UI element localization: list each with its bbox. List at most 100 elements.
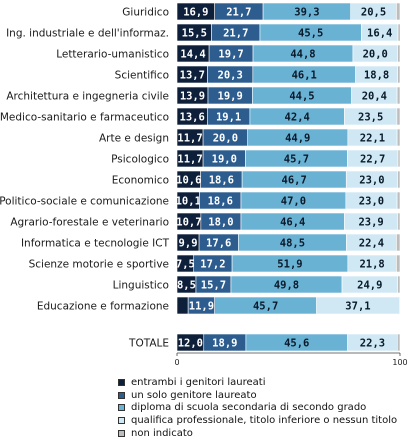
bar-segment — [397, 149, 401, 168]
data-label: 11,7 — [177, 133, 202, 145]
data-label: 10,1 — [176, 196, 201, 208]
data-label: 20,3 — [218, 70, 243, 82]
category-label: Medico-sanitario e farmaceutico — [0, 112, 169, 124]
data-label: 19,0 — [212, 154, 237, 166]
data-label: 45,6 — [284, 338, 309, 350]
data-label: 18,8 — [364, 70, 389, 82]
data-label: 18,9 — [212, 338, 237, 350]
data-label: 15,5 — [182, 28, 207, 40]
bar-segment — [397, 65, 401, 84]
bar-segment — [397, 170, 401, 189]
bar-segment — [397, 275, 401, 294]
category-label: Architettura e ingegneria civile — [6, 91, 169, 103]
data-label: 16,9 — [183, 7, 208, 19]
data-label: 18,6 — [208, 196, 233, 208]
legend-item: diploma di scuola secondaria di secondo … — [118, 402, 397, 415]
legend-label: qualifica professionale, titolo inferior… — [131, 415, 398, 427]
data-label: 44,9 — [285, 133, 310, 145]
data-label: 22,3 — [360, 338, 385, 350]
data-label: 10,7 — [176, 217, 201, 229]
data-label: 16,4 — [367, 28, 392, 40]
data-label: 18,0 — [208, 217, 233, 229]
bar-segment — [397, 212, 401, 231]
data-label: 9,9 — [179, 238, 198, 250]
data-label: 23,0 — [359, 196, 384, 208]
data-label: 20,0 — [363, 49, 388, 61]
bar-segment — [396, 86, 401, 105]
bar-segment — [396, 128, 401, 147]
legend-item: non indicato — [118, 427, 397, 440]
data-label: 37,1 — [345, 301, 370, 313]
data-label: 45,5 — [298, 28, 323, 40]
data-label: 19,1 — [216, 112, 241, 124]
legend-item: entrambi i genitori laureati — [118, 376, 397, 389]
x-tick-label: 0 — [174, 358, 179, 367]
legend-swatch — [118, 430, 125, 438]
bar-segment — [396, 107, 401, 126]
stacked-bar-chart: Giuridico 16,9 21,7 39,3 20,5 Ing. industrial… — [0, 2, 408, 367]
bar-segment — [397, 44, 401, 63]
category-label: Educazione e formazione — [37, 301, 169, 313]
data-label: 23,0 — [359, 175, 384, 187]
data-label: 22,1 — [360, 133, 385, 145]
legend-label: non indicato — [131, 428, 193, 440]
legend-swatch — [118, 391, 125, 399]
data-label: 7,5 — [176, 259, 195, 271]
data-label: 47,0 — [281, 196, 306, 208]
data-label: 44,5 — [289, 91, 314, 103]
data-label: 13,6 — [180, 112, 205, 124]
data-label: 45,7 — [284, 154, 309, 166]
data-label: 21,7 — [226, 7, 251, 19]
legend-swatch — [118, 378, 125, 386]
data-label: 19,7 — [218, 49, 243, 61]
data-label: 13,9 — [180, 91, 205, 103]
data-label: 45,7 — [253, 301, 278, 313]
data-label: 12,0 — [178, 338, 203, 350]
category-label: Letterario-umanistico — [56, 49, 169, 61]
data-label: 14,4 — [180, 49, 205, 61]
category-label: Informatica e tecnologie ICT — [21, 238, 170, 250]
bar-segment — [397, 333, 401, 352]
category-label: Economico — [112, 175, 169, 187]
bar-segment — [399, 296, 401, 315]
data-label: 17,6 — [206, 238, 231, 250]
data-label: 22,4 — [359, 238, 384, 250]
category-label: Agrario-forestale e veterinario — [10, 217, 169, 229]
data-label: 39,3 — [294, 7, 319, 19]
bar-segment — [397, 23, 401, 42]
legend-item: un solo genitore laureato — [118, 389, 397, 402]
data-label: 15,7 — [201, 280, 226, 292]
data-label: 48,5 — [280, 238, 305, 250]
legend-label: entrambi i genitori laureati — [131, 376, 266, 388]
data-label: 20,4 — [362, 91, 387, 103]
data-label: 21,8 — [359, 259, 384, 271]
data-label: 20,0 — [213, 133, 238, 145]
data-label: 8,5 — [177, 280, 196, 292]
data-label: 20,5 — [361, 7, 386, 19]
legend-swatch — [118, 417, 125, 425]
legend-label: diploma di scuola secondaria di secondo … — [131, 402, 367, 414]
data-label: 51,9 — [277, 259, 302, 271]
legend-swatch — [118, 404, 125, 412]
legend-label: un solo genitore laureato — [131, 389, 257, 401]
x-tick-label: 100 — [392, 358, 407, 367]
category-label: Ing. industriale e dell'informaz. — [6, 28, 169, 40]
bar-segment — [396, 254, 401, 273]
data-label: 10,6 — [176, 175, 201, 187]
data-label: 18,6 — [209, 175, 234, 187]
data-label: 11,7 — [177, 154, 202, 166]
category-label: Scienze motorie e sportive — [29, 259, 169, 271]
legend-item: qualifica professionale, titolo inferior… — [118, 414, 397, 427]
data-label: 42,4 — [285, 112, 310, 124]
bar-segment — [396, 2, 401, 21]
bar-segment — [396, 233, 401, 252]
data-label: 22,7 — [360, 154, 385, 166]
category-label: Giuridico — [122, 7, 169, 19]
category-label: Arte e design — [99, 133, 169, 145]
category-label: Psicologico — [111, 154, 169, 166]
data-label: 21,7 — [223, 28, 248, 40]
data-label: 23,5 — [358, 112, 383, 124]
data-label: 46,4 — [280, 217, 305, 229]
data-label: 11,9 — [189, 301, 214, 313]
data-label: 49,8 — [274, 280, 299, 292]
